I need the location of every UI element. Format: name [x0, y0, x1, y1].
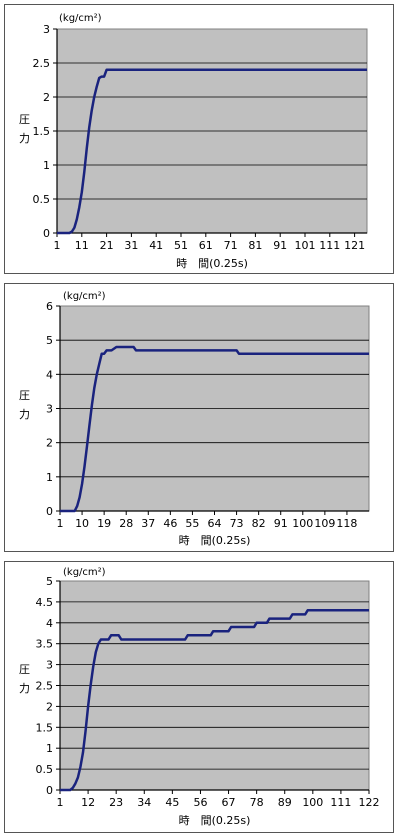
chart-1-y-axis-label: 圧 — [19, 113, 30, 126]
chart-2-x-tick-label: 91 — [274, 517, 288, 530]
chart-1-y-axis-label: 力 — [19, 132, 30, 145]
chart-2-y-axis-label: 力 — [19, 408, 30, 421]
chart-3-x-tick-label: 122 — [359, 796, 380, 809]
chart-2-y-tick-label: 2 — [46, 437, 53, 450]
chart-2-x-tick-label: 10 — [75, 517, 89, 530]
chart-2-x-tick-label: 37 — [141, 517, 155, 530]
chart-1-unit-label: (kg/cm²) — [59, 13, 102, 24]
chart-3-y-axis-label: 圧 — [19, 663, 30, 676]
chart-3-y-tick-label: 3 — [46, 659, 53, 672]
chart-1-x-tick-label: 21 — [100, 239, 114, 252]
chart-3-x-tick-label: 67 — [222, 796, 236, 809]
chart-3-series-line — [60, 609, 369, 792]
chart-1-y-tick-label: 3 — [43, 23, 50, 36]
chart-2-x-tick-label: 28 — [119, 517, 133, 530]
chart-3-y-tick-label: 2 — [46, 700, 53, 713]
chart-3-x-tick-label: 45 — [165, 796, 179, 809]
chart-3: 0 0.5 1 1.5 2 2.5 3 3.5 4 4.5 5 1 12 23 34 45 56 67 78 89 10… — [4, 561, 394, 833]
chart-2-x-tick-label: 46 — [163, 517, 177, 530]
chart-1-x-tick-label: 51 — [174, 239, 188, 252]
chart-3-y-tick-label: 0.5 — [36, 763, 54, 776]
chart-1-x-tick-label: 121 — [344, 239, 365, 252]
chart-1-x-tick-label: 71 — [224, 239, 238, 252]
chart-3-x-tick-label: 78 — [250, 796, 264, 809]
chart-1-y-tick-label: 1 — [43, 159, 50, 172]
chart-1-y-tick-label: 1.5 — [33, 125, 51, 138]
chart-1: 0 0.5 1 1.5 2 2.5 3 1 11 21 31 41 51 61 71 81 91 101 111 12… — [4, 4, 394, 274]
chart-2-x-tick-label: 118 — [336, 517, 357, 530]
chart-3-x-tick-label: 111 — [330, 796, 351, 809]
chart-3-y-tick-label: 3.5 — [36, 638, 54, 651]
chart-3-y-axis-label: 力 — [19, 682, 30, 695]
chart-2-x-axis-label: 時 間(0.25s) — [179, 534, 251, 547]
chart-2-y-tick-label: 3 — [46, 403, 53, 416]
chart-3-y-tick-label: 4 — [46, 617, 53, 630]
chart-1-x-tick-label: 31 — [124, 239, 138, 252]
chart-3-x-tick-label: 23 — [109, 796, 123, 809]
chart-2-x-tick-label: 100 — [292, 517, 313, 530]
chart-1-y-tick-label: 2.5 — [33, 57, 51, 70]
chart-1-series-line — [57, 68, 367, 235]
chart-3-y-tick-label: 4.5 — [36, 596, 54, 609]
chart-3-x-tick-label: 100 — [302, 796, 323, 809]
chart-2-x-tick-label: 109 — [314, 517, 335, 530]
chart-3-unit-label: (kg/cm²) — [63, 567, 106, 578]
chart-1-x-tick-label: 61 — [199, 239, 213, 252]
chart-3-x-tick-label: 34 — [137, 796, 151, 809]
chart-1-y-tick-label: 0.5 — [33, 193, 51, 206]
chart-3-y-tick-label: 2.5 — [36, 680, 54, 693]
chart-2-y-tick-label: 4 — [46, 368, 53, 381]
chart-1-x-tick-label: 41 — [149, 239, 163, 252]
chart-3-x-axis-label: 時 間(0.25s) — [179, 814, 251, 827]
chart-1-y-tick-label: 0 — [43, 227, 50, 240]
chart-3-y-tick-label: 1 — [46, 742, 53, 755]
chart-1-x-tick-label: 111 — [319, 239, 340, 252]
chart-2-x-tick-label: 19 — [97, 517, 111, 530]
chart-2-series-line — [60, 345, 369, 513]
chart-3-x-tick-label: 12 — [81, 796, 95, 809]
chart-2-x-tick-label: 82 — [252, 517, 266, 530]
chart-3-svg: 0 0.5 1 1.5 2 2.5 3 3.5 4 4.5 5 1 12 23 34 45 56 67 78 89 10… — [19, 567, 380, 827]
chart-3-y-tick-label: 0 — [46, 784, 53, 797]
chart-2-y-tick-label: 1 — [46, 471, 53, 484]
chart-2-x-tick-label: 64 — [208, 517, 222, 530]
chart-1-x-tick-label: 91 — [273, 239, 287, 252]
chart-3-y-tick-label: 5 — [46, 575, 53, 588]
chart-2-unit-label: (kg/cm²) — [63, 291, 106, 302]
chart-1-x-tick-label: 81 — [248, 239, 262, 252]
chart-3-y-tick-label: 1.5 — [36, 721, 54, 734]
chart-2-x-tick-label: 1 — [57, 517, 64, 530]
chart-1-x-axis-label: 時 間(0.25s) — [176, 257, 248, 270]
chart-2-x-tick-label: 55 — [185, 517, 199, 530]
chart-1-y-tick-label: 2 — [43, 91, 50, 104]
chart-2-y-axis-label: 圧 — [19, 389, 30, 402]
chart-2: 0 1 2 3 4 5 6 1 10 19 28 37 46 55 64 73 82 91 100 109 118 (kg… — [4, 283, 394, 552]
chart-2-y-tick-label: 0 — [46, 505, 53, 518]
chart-1-svg: 00.511.522.531 11 21 31 41 51 61 71 81 91 101 111 12… — [19, 13, 368, 270]
chart-1-x-tick-label: 11 — [75, 239, 89, 252]
chart-3-x-tick-label: 89 — [278, 796, 292, 809]
chart-2-y-tick-label: 6 — [46, 300, 53, 313]
chart-1-x-tick-label: 101 — [295, 239, 316, 252]
chart-3-x-tick-label: 1 — [57, 796, 64, 809]
chart-3-x-tick-label: 56 — [193, 796, 207, 809]
chart-2-x-tick-label: 73 — [230, 517, 244, 530]
chart-2-y-tick-label: 5 — [46, 334, 53, 347]
chart-1-x-tick-label: 1 — [54, 239, 61, 252]
